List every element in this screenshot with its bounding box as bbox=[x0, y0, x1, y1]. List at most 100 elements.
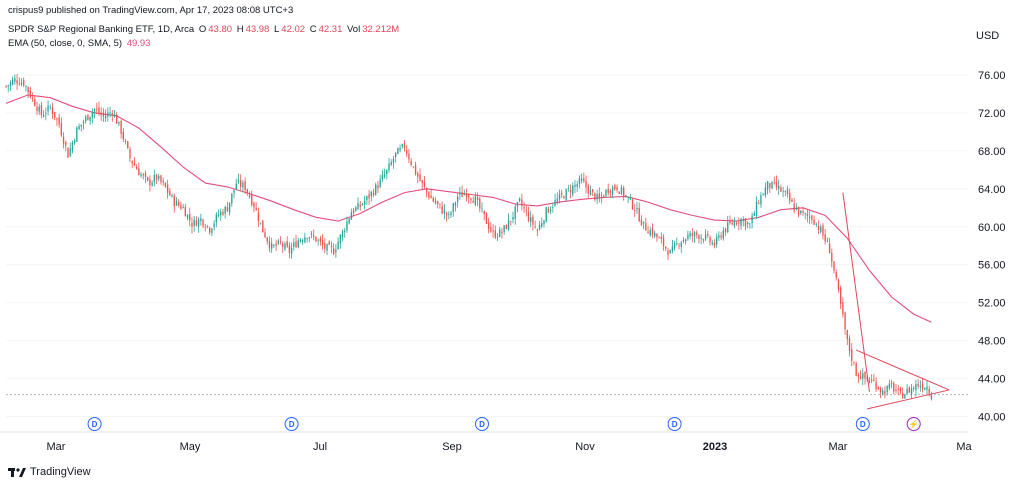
candle-body bbox=[536, 229, 539, 231]
event-letter: D bbox=[672, 420, 678, 429]
candle-body bbox=[211, 228, 213, 234]
candle-body bbox=[738, 222, 740, 224]
candle-body bbox=[386, 169, 388, 175]
candle-body bbox=[330, 245, 333, 248]
candle-body bbox=[366, 196, 368, 201]
event-markers: D D D D D ⚡ bbox=[87, 417, 921, 431]
candle-body bbox=[60, 123, 63, 136]
ema-legend[interactable]: EMA (50, close, 0, SMA, 5) 49.93 bbox=[8, 38, 152, 49]
open-value: 43.80 bbox=[208, 24, 233, 35]
candle-body bbox=[862, 373, 864, 379]
trendlines bbox=[842, 192, 950, 410]
candle-body bbox=[791, 199, 793, 203]
candle-body bbox=[820, 226, 822, 233]
candle-body bbox=[499, 229, 501, 237]
candle-body bbox=[552, 207, 554, 208]
candle-body bbox=[111, 113, 113, 116]
candle-body bbox=[474, 196, 477, 205]
candle-body bbox=[277, 240, 280, 244]
candle-body bbox=[587, 185, 589, 194]
dividend-icon[interactable] bbox=[855, 417, 870, 431]
candle-body bbox=[877, 387, 879, 390]
footer-brand: TradingView bbox=[30, 466, 91, 478]
candle-body bbox=[38, 106, 40, 112]
candle-body bbox=[501, 231, 503, 234]
candle-body bbox=[901, 392, 904, 399]
x-tick-label: Jul bbox=[313, 441, 327, 453]
candle-body bbox=[766, 181, 769, 190]
event-letter: D bbox=[289, 420, 295, 429]
candle-body bbox=[140, 174, 142, 177]
candle-body bbox=[507, 219, 510, 231]
candle-body bbox=[248, 194, 251, 198]
x-tick-label: 2023 bbox=[703, 441, 727, 453]
candle-body bbox=[605, 189, 607, 196]
candle-body bbox=[596, 193, 598, 200]
candle-body bbox=[897, 389, 899, 390]
trendline[interactable] bbox=[842, 192, 870, 392]
candle-body bbox=[607, 189, 609, 193]
y-tick-label: 40.00 bbox=[978, 412, 1006, 424]
dividend-icon[interactable] bbox=[475, 417, 489, 431]
candle-body bbox=[222, 211, 224, 215]
dividend-icon[interactable] bbox=[87, 417, 102, 431]
symbol-legend[interactable]: SPDR S&P Regional Banking ETF, 1D, Arca … bbox=[8, 24, 401, 35]
candle-body bbox=[93, 108, 96, 113]
candle-body bbox=[886, 386, 888, 393]
close-value: 42.31 bbox=[318, 24, 343, 35]
candle-body bbox=[755, 201, 758, 216]
candle-body bbox=[592, 189, 594, 192]
price-axis[interactable]: 76.00 72.00 68.00 64.00 60.00 56.00 52.00 48.00… bbox=[978, 70, 1006, 424]
candle-body bbox=[800, 210, 802, 214]
candle-body bbox=[434, 200, 437, 204]
trendline[interactable] bbox=[855, 349, 950, 391]
tradingview-footer[interactable]: TradingView bbox=[8, 466, 91, 478]
candle-body bbox=[910, 388, 913, 395]
candle-body bbox=[51, 107, 54, 115]
candle-body bbox=[696, 232, 698, 235]
candle-body bbox=[375, 184, 377, 195]
candle-body bbox=[129, 149, 131, 159]
candle-body bbox=[7, 85, 9, 87]
dividend-icon[interactable] bbox=[667, 417, 682, 431]
candle-body bbox=[36, 106, 38, 111]
candle-body bbox=[275, 243, 277, 246]
candle-body bbox=[73, 140, 76, 144]
candle-body bbox=[795, 208, 798, 210]
candle-body bbox=[476, 197, 479, 201]
high-label: H bbox=[236, 24, 244, 35]
candle-body bbox=[432, 197, 434, 202]
candle-body bbox=[853, 361, 855, 363]
event-letter: D bbox=[860, 420, 866, 429]
time-axis[interactable]: Mar May Jul Sep Nov 2023 Mar Ma bbox=[47, 441, 973, 453]
trendline[interactable] bbox=[867, 389, 950, 410]
candle-body bbox=[390, 162, 392, 165]
candle-body bbox=[266, 237, 268, 242]
open-label: O bbox=[198, 24, 207, 35]
candle-body bbox=[715, 236, 718, 245]
candle-body bbox=[656, 233, 658, 238]
candle-body bbox=[828, 243, 831, 254]
candle-body bbox=[773, 181, 775, 183]
candle-body bbox=[720, 235, 722, 238]
split-icon[interactable] bbox=[906, 417, 921, 431]
dividend-icon[interactable] bbox=[284, 417, 299, 431]
candle-body bbox=[915, 384, 917, 391]
candle-body bbox=[328, 241, 330, 245]
candle-body bbox=[191, 222, 193, 227]
candle-body bbox=[700, 237, 702, 239]
candle-body bbox=[662, 236, 665, 247]
candle-body bbox=[423, 182, 426, 187]
candle-body bbox=[301, 240, 304, 242]
candle-body bbox=[166, 184, 169, 193]
candle-body bbox=[392, 159, 395, 163]
candle-body bbox=[534, 226, 536, 228]
candle-body bbox=[268, 241, 271, 248]
x-tick-label: May bbox=[180, 441, 201, 453]
candle-body bbox=[171, 195, 173, 197]
candle-body bbox=[532, 216, 534, 225]
candle-body bbox=[14, 78, 16, 82]
candle-body bbox=[848, 338, 851, 352]
candle-body bbox=[558, 194, 561, 200]
